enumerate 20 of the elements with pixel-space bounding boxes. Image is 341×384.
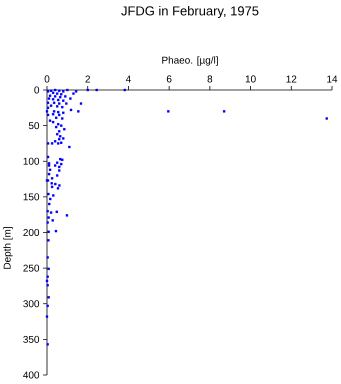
y-tick-label: 350 <box>23 336 40 343</box>
x-tick-label: 14 <box>327 76 338 82</box>
x-tick-label: 6 <box>166 75 172 82</box>
x-axis-title: Phaeo. [µg/l] <box>162 56 218 66</box>
y-tick-label: 150 <box>24 193 40 200</box>
y-tick-label: 50 <box>28 122 40 130</box>
y-axis-title: Depth [m] <box>3 227 13 269</box>
y-tick-label: 200 <box>23 228 40 236</box>
y-tick-label: 300 <box>23 300 40 308</box>
x-tick-label: 2 <box>85 76 90 82</box>
y-tick-label: 100 <box>24 158 40 165</box>
x-tick-label: 10 <box>246 75 256 82</box>
x-tick-label: 4 <box>126 76 131 82</box>
y-tick-label: 400 <box>23 371 40 379</box>
x-tick-label: 12 <box>286 76 296 82</box>
x-tick-label: 8 <box>208 75 212 82</box>
chart-title: JFDG in February, 1975 <box>121 6 258 18</box>
x-tick-label: 0 <box>44 75 50 82</box>
y-tick-label: 0 <box>34 86 40 94</box>
y-tick-label: 250 <box>23 264 40 272</box>
